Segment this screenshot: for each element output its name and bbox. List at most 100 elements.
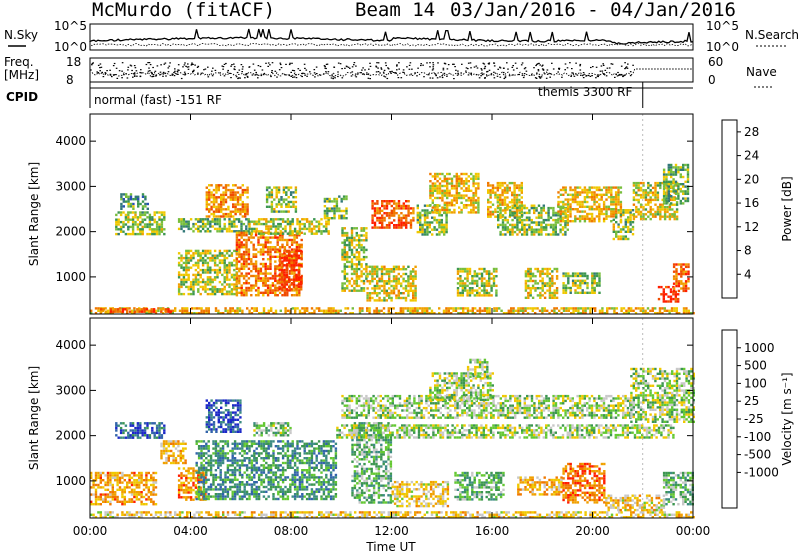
- scatter-cell: [223, 285, 226, 289]
- scatter-cell: [448, 208, 451, 212]
- scatter-cell: [684, 168, 687, 171]
- scatter-cell: [205, 193, 208, 197]
- scatter-cell: [282, 186, 286, 189]
- scatter-cell: [344, 312, 347, 315]
- scatter-cell: [617, 237, 620, 241]
- scatter-cell: [485, 272, 488, 275]
- scatter-cell: [474, 182, 478, 185]
- scatter-cell: [465, 187, 468, 190]
- scatter-cell: [462, 312, 465, 315]
- scatter-cell: [445, 312, 448, 315]
- scatter-cell: [405, 219, 408, 222]
- freq-point: [525, 70, 528, 72]
- scatter-cell: [624, 211, 627, 214]
- scatter-cell: [535, 228, 538, 231]
- scatter-cell: [540, 211, 543, 215]
- scatter-cell: [605, 193, 608, 196]
- scatter-cell: [276, 267, 279, 270]
- scatter-cell: [494, 210, 497, 214]
- scatter-cell: [216, 254, 219, 257]
- scatter-cell: [255, 227, 258, 231]
- scatter-cell: [614, 196, 618, 199]
- freq-point: [542, 64, 544, 66]
- scatter-cell: [387, 312, 390, 315]
- scatter-cell: [355, 251, 358, 254]
- freq-point: [518, 73, 520, 76]
- scatter-cell: [266, 236, 270, 239]
- scatter-cell: [212, 205, 216, 209]
- scatter-cell: [668, 217, 672, 221]
- scatter-cell: [506, 230, 509, 234]
- scatter-cell: [438, 221, 441, 224]
- freq-point: [545, 77, 548, 79]
- scatter-cell: [672, 293, 675, 296]
- scatter-cell: [512, 312, 515, 315]
- scatter-cell: [223, 227, 226, 231]
- scatter-cell: [206, 278, 210, 281]
- scatter-cell: [380, 289, 384, 292]
- scatter-cell: [289, 227, 292, 231]
- scatter-cell: [275, 203, 278, 206]
- scatter-cell: [491, 203, 495, 206]
- scatter-cell: [288, 246, 291, 249]
- scatter-cell: [558, 309, 561, 312]
- scatter-cell: [360, 229, 363, 232]
- scatter-cell: [189, 283, 193, 286]
- scatter-cell: [495, 284, 498, 287]
- scatter-cell: [291, 218, 294, 221]
- scatter-cell: [278, 278, 281, 281]
- scatter-cell: [360, 287, 363, 290]
- scatter-cell: [197, 254, 200, 257]
- scatter-cell: [472, 211, 475, 214]
- scatter-cell: [497, 216, 500, 219]
- freq-point: [127, 69, 129, 71]
- scatter-cell: [529, 277, 532, 280]
- freq-point: [167, 71, 170, 73]
- scatter-cell: [215, 215, 218, 218]
- scatter-cell: [298, 234, 301, 237]
- scatter-cell: [333, 207, 336, 210]
- scatter-cell: [524, 272, 528, 275]
- scatter-cell: [209, 268, 212, 272]
- scatter-cell: [206, 249, 210, 253]
- scatter-cell: [617, 186, 620, 189]
- freq-point: [193, 69, 195, 71]
- scatter-cell: [562, 205, 565, 208]
- scatter-cell: [128, 307, 131, 310]
- scatter-cell: [228, 285, 231, 289]
- scatter-cell: [155, 223, 159, 226]
- scatter-cell: [639, 181, 643, 185]
- scatter-cell: [624, 209, 627, 212]
- scatter-cell: [221, 254, 224, 257]
- scatter-cell: [583, 200, 587, 204]
- scatter-cell: [647, 184, 650, 187]
- scatter-cell: [228, 290, 231, 293]
- scatter-cell: [663, 307, 666, 310]
- scatter-cell: [496, 193, 499, 197]
- scatter-cell: [129, 205, 133, 208]
- scatter-cell: [546, 284, 549, 287]
- scatter-cell: [429, 211, 432, 214]
- scatter-cell: [223, 268, 226, 272]
- scatter-cell: [213, 227, 217, 231]
- scatter-cell: [661, 181, 664, 185]
- scatter-cell: [153, 211, 156, 214]
- scatter-cell: [525, 216, 529, 219]
- scatter-cell: [293, 274, 296, 278]
- scatter-cell: [212, 196, 216, 199]
- scatter-cell: [639, 213, 643, 216]
- scatter-cell: [209, 266, 212, 269]
- freq-point: [325, 67, 327, 70]
- scatter-cell: [602, 220, 606, 223]
- scatter-cell: [555, 277, 559, 280]
- scatter-cell: [326, 197, 329, 201]
- scatter-cell: [290, 288, 293, 291]
- scatter-cell: [431, 189, 434, 192]
- scatter-cell: [478, 309, 482, 312]
- scatter-cell: [635, 208, 638, 211]
- scatter-cell: [438, 177, 442, 180]
- scatter-cell: [294, 208, 298, 211]
- scatter-cell: [574, 198, 577, 201]
- scatter-cell: [487, 210, 490, 214]
- scatter-cell: [229, 191, 232, 194]
